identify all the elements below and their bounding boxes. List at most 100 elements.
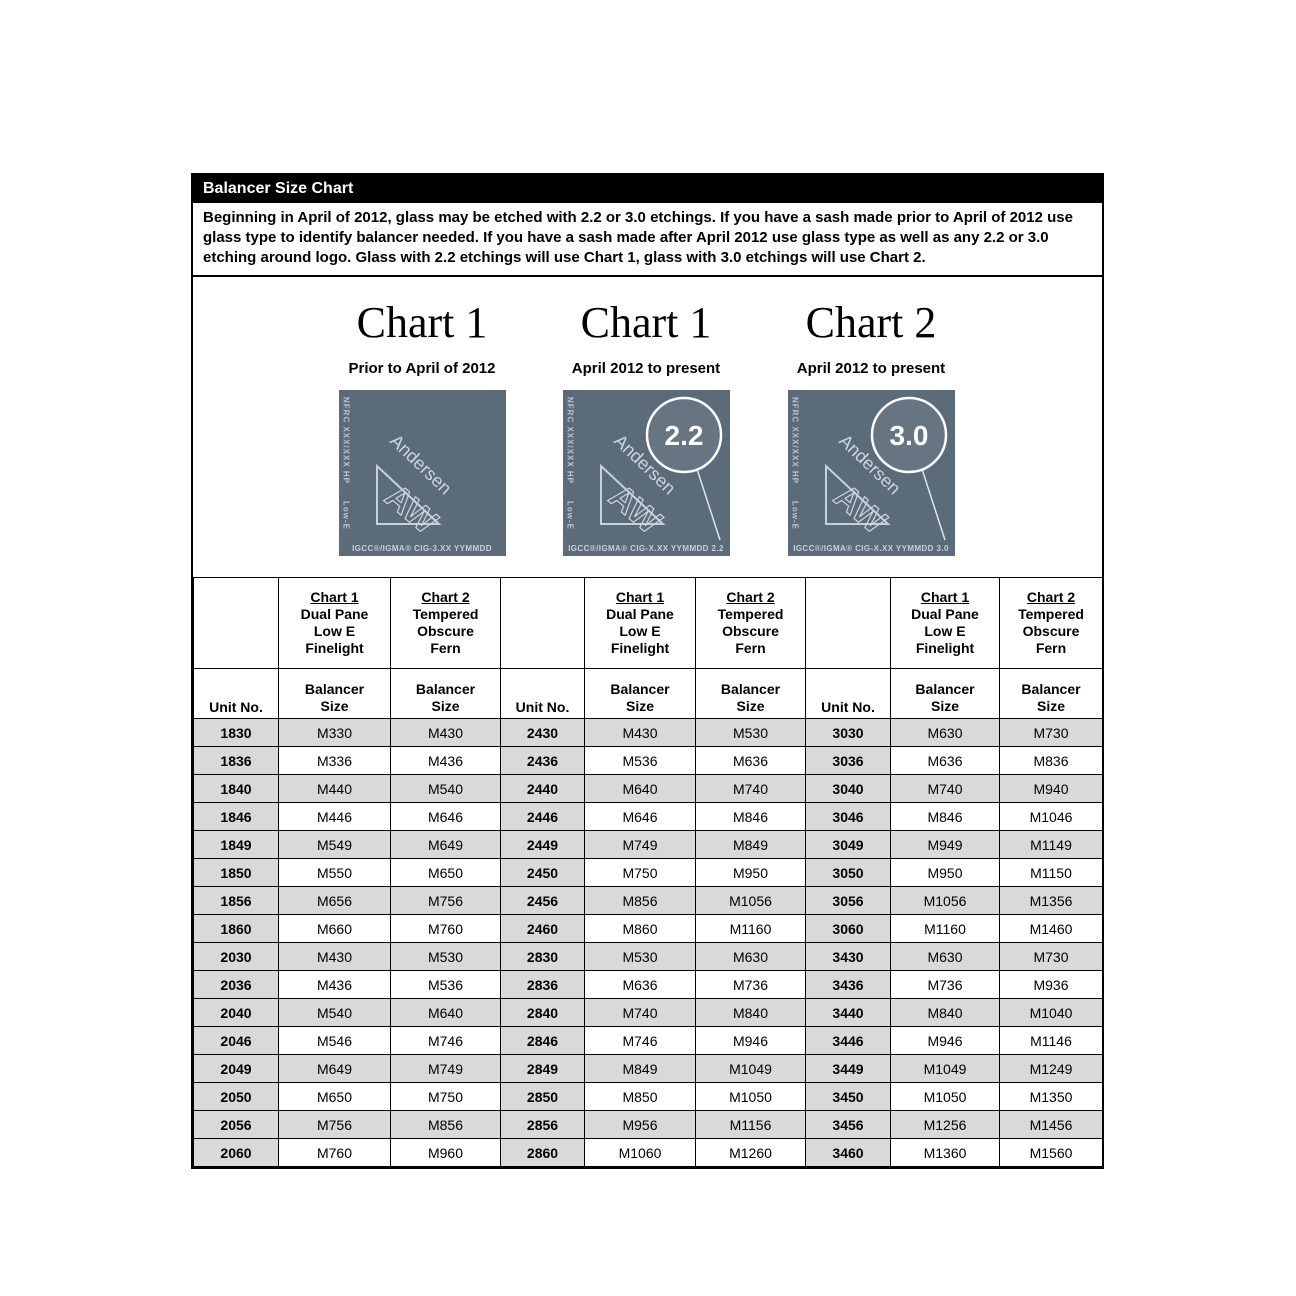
unit-no-cell: 2456 bbox=[500, 886, 585, 915]
balancer-size-cell: M730 bbox=[999, 718, 1103, 747]
unit-no-cell: 1840 bbox=[193, 774, 279, 803]
balancer-size-cell: M536 bbox=[390, 970, 501, 999]
chart-title: Chart 2 bbox=[805, 298, 937, 347]
balancer-size-cell: M946 bbox=[890, 1026, 1000, 1055]
balancer-header-line: Balancer bbox=[304, 681, 365, 697]
table-row: 1856 M656 M756 2456 M856 M1056 3056 M1056 M1356 bbox=[193, 886, 1103, 915]
balancer-header-line: Balancer bbox=[915, 681, 975, 697]
chart2-header-line: Chart 2 bbox=[726, 589, 775, 605]
balancer-size-header: Balancer Size bbox=[890, 668, 1000, 719]
chart-subtitle: Prior to April of 2012 bbox=[348, 360, 496, 377]
igcc-label-text: IGCC®/IGMA® CIG-3.XX YYMMDD bbox=[352, 544, 492, 553]
unit-no-cell: 2446 bbox=[500, 802, 585, 831]
balancer-size-cell: M846 bbox=[890, 802, 1000, 831]
unit-no-cell: 2449 bbox=[500, 830, 585, 859]
balancer-size-cell: M760 bbox=[278, 1138, 391, 1167]
unit-no-cell: 1849 bbox=[193, 830, 279, 859]
balancer-size-cell: M550 bbox=[278, 858, 391, 887]
balancer-size-cell: M630 bbox=[890, 718, 1000, 747]
balancer-header-line: Size bbox=[431, 698, 460, 714]
balancer-size-cell: M740 bbox=[584, 998, 696, 1027]
balancer-header-line: Balancer bbox=[1021, 681, 1081, 697]
balancer-size-cell: M736 bbox=[695, 970, 806, 999]
balancer-size-cell: M1156 bbox=[695, 1110, 806, 1139]
unit-no-cell: 2450 bbox=[500, 858, 585, 887]
chart1-header-line: Dual Pane bbox=[300, 606, 369, 622]
unit-no-cell: 3060 bbox=[805, 914, 891, 943]
balancer-size-cell: M750 bbox=[390, 1082, 501, 1111]
balancer-size-cell: M746 bbox=[584, 1026, 696, 1055]
chart1-column-header: Chart 1 Dual Pane Low E Finelight bbox=[584, 577, 696, 669]
unit-no-cell: 1860 bbox=[193, 914, 279, 943]
chart1-column-header: Chart 1 Dual Pane Low E Finelight bbox=[890, 577, 1000, 669]
balancer-header-line: Size bbox=[320, 698, 349, 714]
balancer-header-line: Balancer bbox=[720, 681, 781, 697]
unit-no-cell: 1846 bbox=[193, 802, 279, 831]
unit-no-cell: 3046 bbox=[805, 802, 891, 831]
balancer-header-line: Balancer bbox=[610, 681, 670, 697]
balancer-size-cell: M656 bbox=[278, 886, 391, 915]
balancer-size-cell: M546 bbox=[278, 1026, 391, 1055]
balancer-size-cell: M1046 bbox=[999, 802, 1103, 831]
balancer-size-cell: M430 bbox=[390, 718, 501, 747]
balancer-size-cell: M1149 bbox=[999, 830, 1103, 859]
balancer-size-cell: M849 bbox=[584, 1054, 696, 1083]
nfrc-vertical-text: NFRC XXX/XXX HP bbox=[341, 397, 351, 485]
badge-pointer-line bbox=[695, 468, 721, 541]
chart1-header-line: Chart 1 bbox=[615, 589, 665, 605]
table-row: 2050 M650 M750 2850 M850 M1050 3450 M1050 M1350 bbox=[193, 1082, 1103, 1111]
table-row: 1860 M660 M760 2460 M860 M1160 3060 M1160 M1460 bbox=[193, 914, 1103, 943]
balancer-size-cell: M950 bbox=[695, 858, 806, 887]
unit-no-cell: 2840 bbox=[500, 998, 585, 1027]
balancer-size-cell: M756 bbox=[390, 886, 501, 915]
balancer-size-cell: M636 bbox=[584, 970, 696, 999]
balancer-size-cell: M949 bbox=[890, 830, 1000, 859]
table-row: 2036 M436 M536 2836 M636 M736 3436 M736 M936 bbox=[193, 970, 1103, 999]
chart-column-prior-2012: Chart 1 Prior to April of 2012 NFRC XXX/… bbox=[306, 299, 538, 556]
balancer-size-cell: M1040 bbox=[999, 998, 1103, 1027]
balancer-size-cell: M1050 bbox=[890, 1082, 1000, 1111]
balancer-size-cell: M936 bbox=[999, 970, 1103, 999]
unit-no-cell: 3050 bbox=[805, 858, 891, 887]
balancer-size-cell: M430 bbox=[584, 718, 696, 747]
balancer-size-cell: M840 bbox=[695, 998, 806, 1027]
balancer-size-cell: M530 bbox=[584, 942, 696, 971]
unit-no-cell: 1850 bbox=[193, 858, 279, 887]
balancer-size-cell: M430 bbox=[278, 942, 391, 971]
table-row: 1836 M336 M436 2436 M536 M636 3036 M636 M836 bbox=[193, 746, 1103, 775]
chart2-header-line: Fern bbox=[735, 640, 766, 656]
unit-no-cell: 3430 bbox=[805, 942, 891, 971]
balancer-size-cell: M940 bbox=[999, 774, 1103, 803]
balancer-header-line: Size bbox=[625, 698, 654, 714]
chart2-header-line: Fern bbox=[1035, 640, 1067, 656]
table-header-row-labels: Unit No. Balancer Size Balancer Size Uni… bbox=[193, 668, 1103, 719]
balancer-size-cell: M1560 bbox=[999, 1138, 1103, 1167]
balancer-size-cell: M960 bbox=[390, 1138, 501, 1167]
balancer-size-cell: M856 bbox=[390, 1110, 501, 1139]
chart1-header-line: Dual Pane bbox=[911, 606, 979, 622]
unit-no-header: Unit No. bbox=[193, 668, 279, 719]
chart1-header-line: Finelight bbox=[305, 640, 364, 656]
balancer-size-cell: M540 bbox=[278, 998, 391, 1027]
chart2-header-line: Chart 2 bbox=[421, 589, 470, 605]
balancer-size-header: Balancer Size bbox=[695, 668, 806, 719]
balancer-size-cell: M1056 bbox=[695, 886, 806, 915]
balancer-size-cell: M1256 bbox=[890, 1110, 1000, 1139]
table-row: 2049 M649 M749 2849 M849 M1049 3449 M1049 M1249 bbox=[193, 1054, 1103, 1083]
balancer-size-cell: M1150 bbox=[999, 858, 1103, 887]
balancer-size-cell: M549 bbox=[278, 830, 391, 859]
chart1-header-line: Low E bbox=[619, 623, 661, 639]
glass-label-image: NFRC XXX/XXX HP Low-E Andersen AW IGCC®/… bbox=[787, 390, 955, 556]
balancer-size-cell: M746 bbox=[390, 1026, 501, 1055]
andersen-logo-icon: Andersen AW bbox=[824, 430, 904, 536]
chart2-header-line: Tempered bbox=[717, 606, 784, 622]
balancer-size-cell: M950 bbox=[890, 858, 1000, 887]
chart1-column-header: Chart 1 Dual Pane Low E Finelight bbox=[278, 577, 391, 669]
chart2-header-line: Tempered bbox=[412, 606, 479, 622]
balancer-size-cell: M1049 bbox=[695, 1054, 806, 1083]
unit-no-cell: 3030 bbox=[805, 718, 891, 747]
chart2-column-header: Chart 2 Tempered Obscure Fern bbox=[390, 577, 501, 669]
unit-no-cell: 2040 bbox=[193, 998, 279, 1027]
balancer-size-cell: M640 bbox=[584, 774, 696, 803]
glass-label-image: NFRC XXX/XXX HP Low-E Andersen AW IGCC®/… bbox=[338, 390, 506, 556]
